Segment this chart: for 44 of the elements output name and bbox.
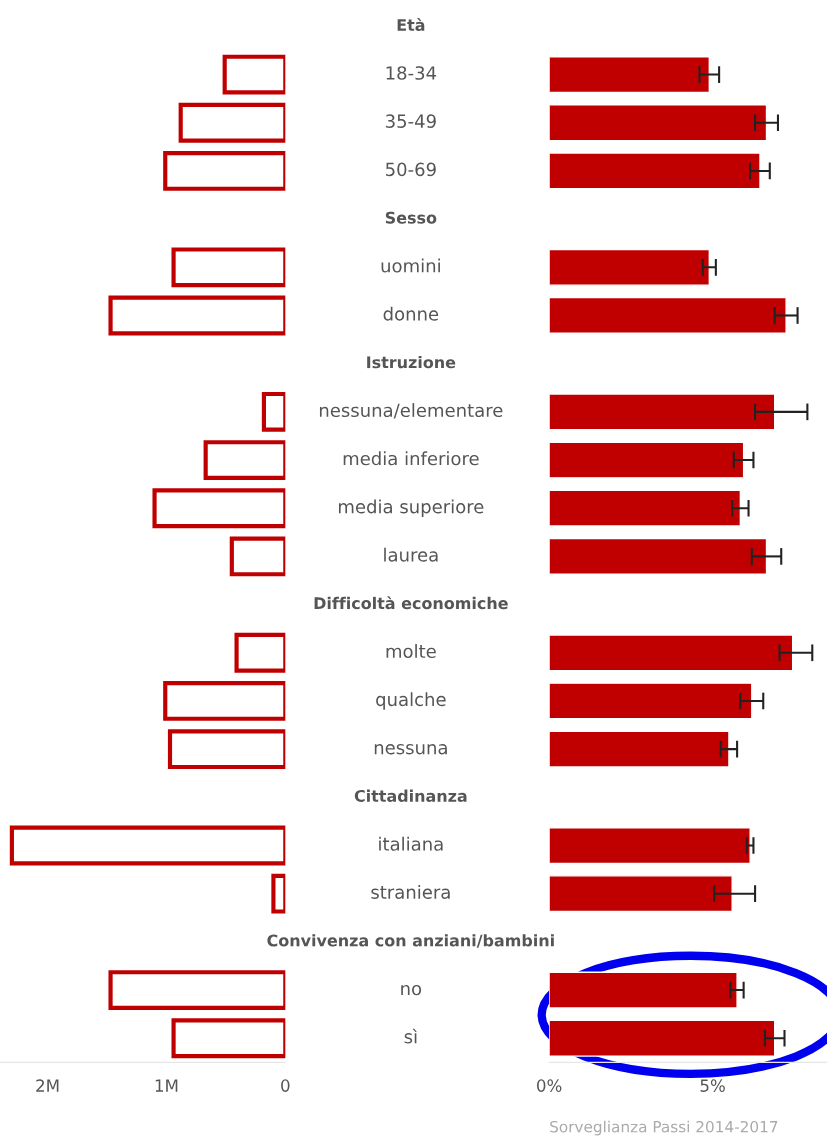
- y-tick-label: nessuna: [374, 744, 447, 755]
- bar: [549, 296, 787, 335]
- y-tick-label: nessuna/elementare: [319, 403, 503, 419]
- y-tick-label: 35-49: [386, 114, 436, 128]
- y-tick-label: Istruzione: [367, 355, 456, 369]
- bar: [549, 682, 753, 720]
- y-tick-label: laurea: [384, 547, 438, 562]
- bar: [549, 248, 711, 286]
- y-tick-label: Sesso: [385, 211, 437, 224]
- y-tick-label: qualche: [376, 692, 446, 710]
- bar: [549, 971, 738, 1009]
- bar: [549, 152, 761, 190]
- bar: [549, 1019, 776, 1057]
- y-tick-label: no: [401, 984, 422, 996]
- bar: [549, 730, 730, 768]
- y-tick-label: Cittadinanza: [354, 789, 467, 802]
- bar: [549, 634, 794, 672]
- y-tick-label: molte: [386, 644, 436, 659]
- bar: [549, 56, 711, 94]
- x-tick-label: 0: [281, 1079, 290, 1092]
- y-tick-label: uomini: [381, 258, 440, 273]
- bar: [549, 537, 768, 575]
- text: Sorveglianza Passi 2014-2017: [550, 1120, 778, 1136]
- y-tick-label: italiana: [379, 836, 443, 851]
- y-tick-label: 50-69: [386, 162, 436, 177]
- x-tick-label: 0%: [537, 1079, 562, 1092]
- x-tick-label: 1M: [155, 1079, 178, 1092]
- bar: [549, 441, 745, 479]
- y-tick-label: Convivenza con anziani/bambini: [267, 934, 554, 948]
- y-tick-label: Età: [397, 18, 425, 32]
- y-tick-label: straniera: [371, 884, 450, 899]
- y-tick-label: 18-34: [386, 66, 437, 80]
- bar: [549, 489, 742, 527]
- y-tick-label: media superiore: [338, 499, 484, 517]
- y-tick-label: media inferiore: [343, 451, 479, 466]
- bar: [549, 393, 776, 431]
- x-tick-label: 2M: [36, 1079, 59, 1092]
- y-tick-label: Difficoltà economiche: [314, 596, 508, 610]
- bar: [549, 826, 751, 865]
- y-tick-label: donne: [383, 306, 439, 321]
- y-tick-label: sì: [404, 1028, 417, 1044]
- bar: [549, 875, 733, 913]
- x-tick-label: 5%: [700, 1079, 725, 1092]
- bar: [549, 104, 768, 142]
